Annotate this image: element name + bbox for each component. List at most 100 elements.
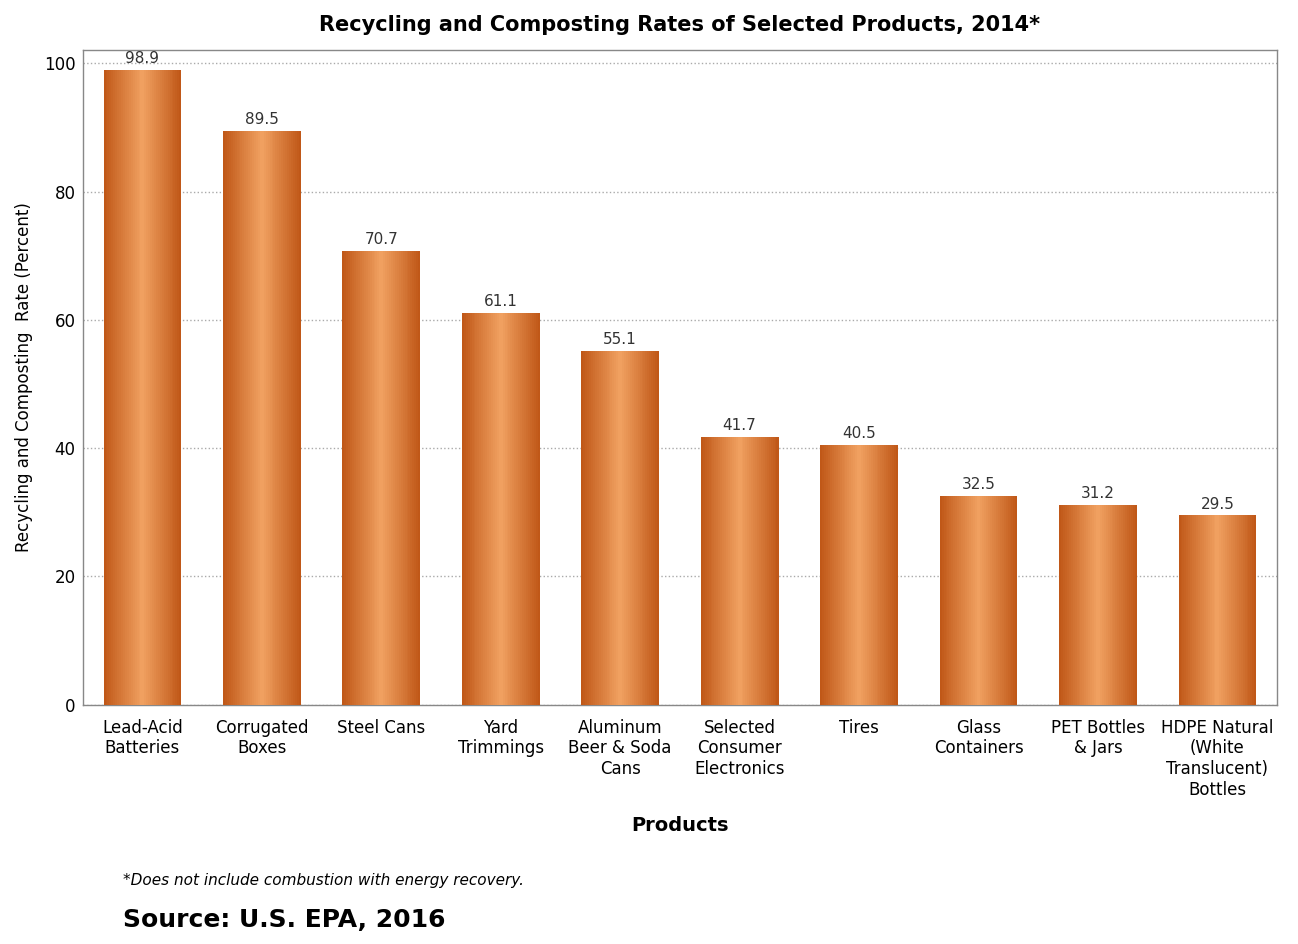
Bar <box>591 351 593 704</box>
Bar <box>113 70 116 704</box>
Bar <box>1194 515 1197 704</box>
Bar <box>875 445 876 704</box>
Bar <box>879 445 880 704</box>
Bar <box>733 437 736 704</box>
Bar <box>986 497 988 704</box>
Bar <box>709 437 710 704</box>
Bar <box>657 351 659 704</box>
Bar <box>740 437 741 704</box>
Bar <box>1214 515 1215 704</box>
Bar <box>514 312 517 704</box>
Bar <box>1110 504 1111 704</box>
Bar <box>1229 515 1231 704</box>
Bar <box>350 251 352 704</box>
Bar <box>829 445 832 704</box>
Bar <box>820 445 823 704</box>
Bar <box>235 130 236 704</box>
Bar <box>776 437 779 704</box>
Bar <box>948 497 950 704</box>
Bar <box>736 437 737 704</box>
Bar <box>287 130 289 704</box>
Bar <box>1111 504 1114 704</box>
Bar <box>1080 504 1083 704</box>
Text: 98.9: 98.9 <box>126 52 160 66</box>
Bar <box>174 70 175 704</box>
Bar <box>283 130 286 704</box>
Bar <box>896 445 898 704</box>
Bar <box>1199 515 1202 704</box>
Bar <box>759 437 761 704</box>
Bar <box>282 130 283 704</box>
Title: Recycling and Composting Rates of Selected Products, 2014*: Recycling and Composting Rates of Select… <box>319 15 1041 35</box>
Bar <box>1125 504 1127 704</box>
Bar <box>1014 497 1015 704</box>
Bar <box>880 445 883 704</box>
Bar <box>1186 515 1189 704</box>
Bar <box>582 351 583 704</box>
Bar <box>154 70 156 704</box>
Bar <box>963 497 964 704</box>
Bar <box>1010 497 1011 704</box>
Bar <box>753 437 755 704</box>
Bar <box>270 130 271 704</box>
Bar <box>644 351 645 704</box>
Bar <box>940 497 942 704</box>
Bar <box>1015 497 1018 704</box>
Bar <box>706 437 709 704</box>
Bar <box>517 312 518 704</box>
Bar <box>522 312 524 704</box>
Bar <box>1180 515 1182 704</box>
Bar <box>530 312 532 704</box>
Bar <box>170 70 171 704</box>
Bar <box>1002 497 1003 704</box>
Bar <box>1253 515 1254 704</box>
Bar <box>732 437 733 704</box>
Bar <box>1238 515 1241 704</box>
Bar <box>1237 515 1238 704</box>
Text: 40.5: 40.5 <box>842 426 876 441</box>
Bar <box>223 130 225 704</box>
Bar <box>291 130 293 704</box>
Bar <box>771 437 772 704</box>
Bar <box>510 312 513 704</box>
Bar <box>741 437 744 704</box>
Bar <box>1129 504 1131 704</box>
Bar <box>271 130 274 704</box>
Bar <box>990 497 992 704</box>
Bar <box>722 437 724 704</box>
Bar <box>262 130 263 704</box>
Bar <box>160 70 162 704</box>
Bar <box>263 130 266 704</box>
Bar <box>972 497 975 704</box>
Bar <box>401 251 402 704</box>
Bar <box>152 70 154 704</box>
Bar <box>413 251 414 704</box>
Bar <box>397 251 398 704</box>
Bar <box>583 351 585 704</box>
Bar <box>356 251 358 704</box>
Bar <box>466 312 467 704</box>
Bar <box>158 70 160 704</box>
Bar <box>121 70 123 704</box>
Bar <box>949 497 951 704</box>
Bar <box>251 130 252 704</box>
Text: 29.5: 29.5 <box>1201 497 1234 512</box>
Bar <box>610 351 613 704</box>
Bar <box>371 251 374 704</box>
Bar <box>1231 515 1233 704</box>
Bar <box>976 497 979 704</box>
Bar <box>178 70 179 704</box>
Bar <box>641 351 644 704</box>
Bar <box>1182 515 1185 704</box>
Bar <box>389 251 391 704</box>
Bar <box>239 130 240 704</box>
Bar <box>984 497 986 704</box>
Bar <box>745 437 748 704</box>
Bar <box>980 497 983 704</box>
Bar <box>614 351 617 704</box>
Bar <box>1094 504 1096 704</box>
Bar <box>951 497 954 704</box>
Bar <box>505 312 506 704</box>
Bar <box>855 445 857 704</box>
Bar <box>467 312 470 704</box>
